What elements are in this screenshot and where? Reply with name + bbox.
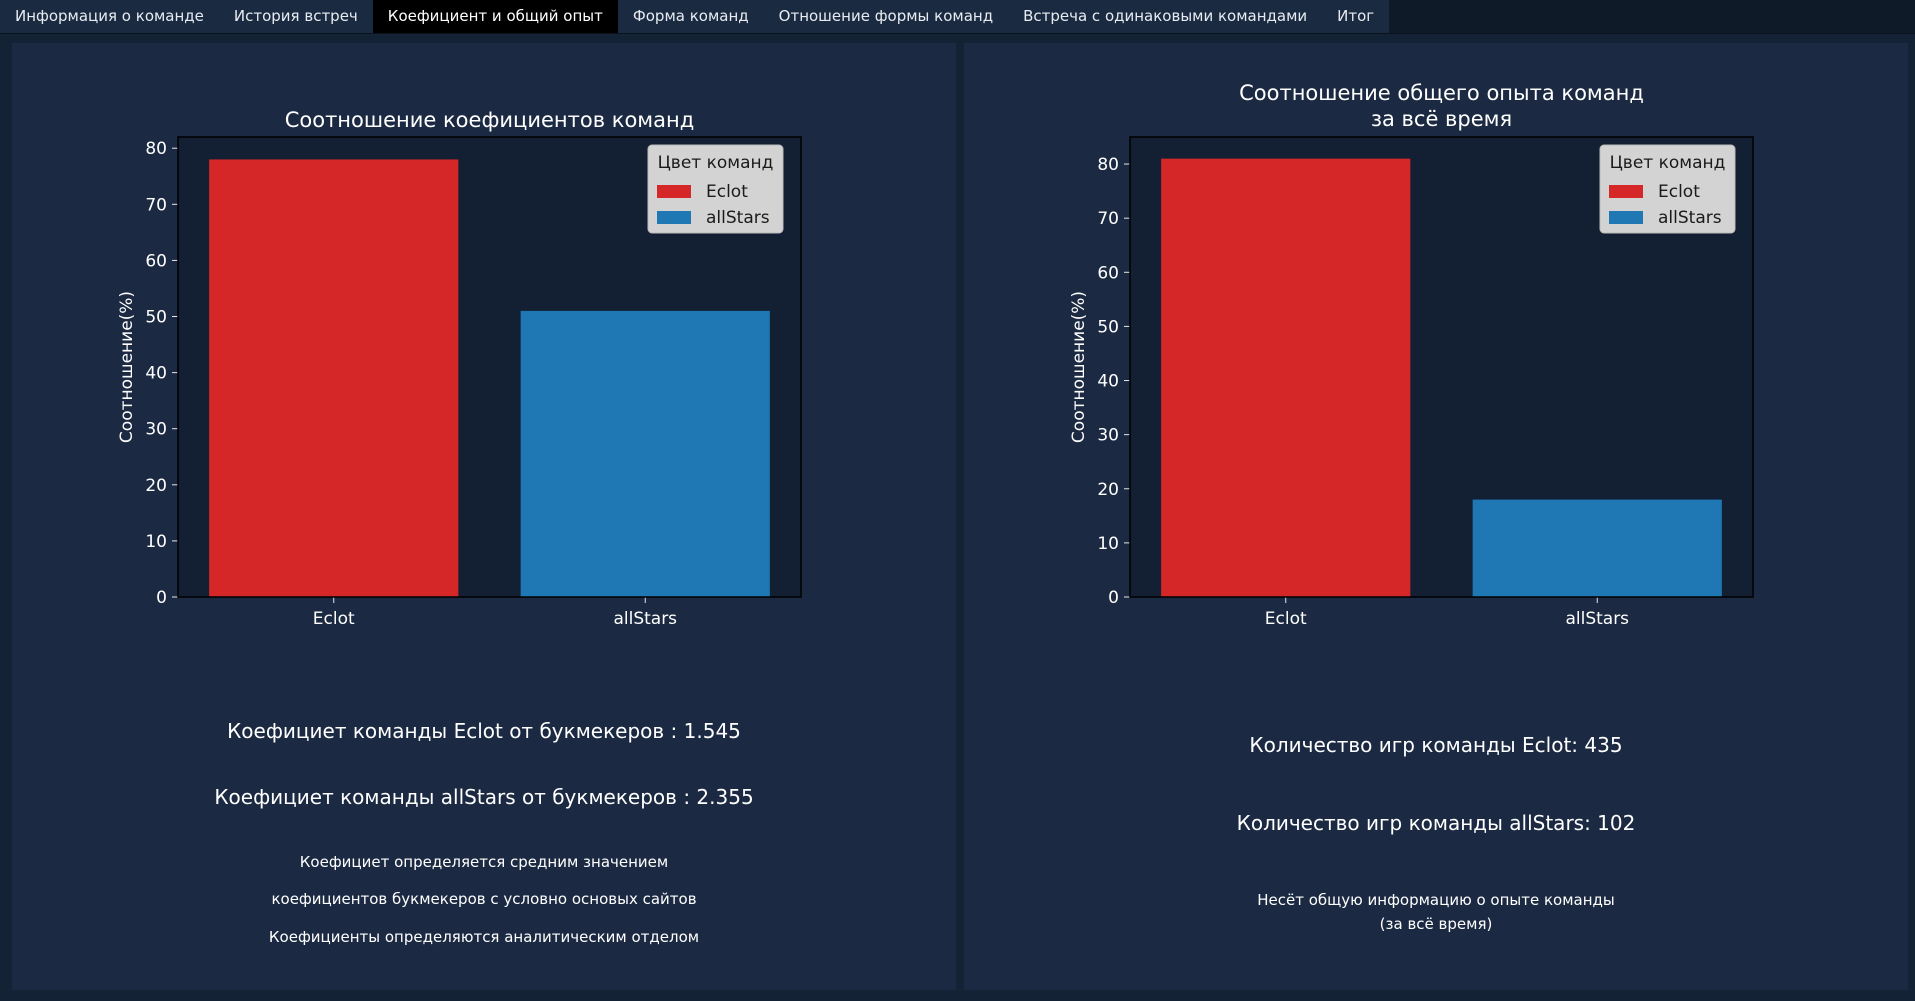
tab-5[interactable]: Отношение формы команд bbox=[778, 7, 994, 25]
bar-allstars bbox=[1472, 499, 1722, 597]
tab-3[interactable]: Коефициент и общий опыт bbox=[372, 0, 618, 33]
bar-eclot bbox=[209, 159, 459, 597]
eclot-coefficient-text: Коефициет команды Eclot от букмекеров : … bbox=[227, 719, 741, 743]
coefficient-note-3: Коефициенты определяются аналитическим о… bbox=[268, 928, 700, 946]
allstars-coefficient-text: Коефициет команды allStars от букмекеров… bbox=[214, 785, 754, 809]
tab-1[interactable]: Информация о команде bbox=[15, 7, 204, 25]
y-tick-label: 20 bbox=[1097, 480, 1119, 500]
y-axis-label: Соотношение(%) bbox=[117, 291, 137, 443]
legend-entry: allStars bbox=[706, 208, 770, 228]
y-tick-label: 50 bbox=[145, 308, 167, 328]
x-tick-label: allStars bbox=[613, 609, 677, 629]
y-axis-label: Соотношение(%) bbox=[1069, 291, 1089, 443]
coefficient-note-2: коефициентов букмекеров с условно основы… bbox=[271, 890, 697, 908]
legend: Цвет команд Eclot allStars bbox=[1599, 144, 1736, 234]
legend-entry: Eclot bbox=[1658, 182, 1700, 202]
y-tick-label: 30 bbox=[145, 420, 167, 440]
y-tick-label: 60 bbox=[145, 251, 167, 271]
legend-title: Цвет команд bbox=[658, 153, 774, 173]
y-tick-label: 60 bbox=[1097, 263, 1119, 283]
y-tick-label: 80 bbox=[1097, 155, 1119, 175]
y-tick-label: 30 bbox=[1097, 426, 1119, 446]
legend-title: Цвет команд bbox=[1610, 153, 1726, 173]
tab-2[interactable]: История встреч bbox=[233, 7, 358, 25]
plot-frame bbox=[1129, 136, 1754, 598]
legend-swatch bbox=[1609, 211, 1643, 224]
x-tick-label: Eclot bbox=[1265, 609, 1307, 629]
coefficient-panel: Соотношение коефициентов команд 0 10 20 30 40… bbox=[12, 43, 956, 990]
x-tick-label: Eclot bbox=[313, 609, 355, 629]
y-tick-label: 80 bbox=[145, 139, 167, 159]
eclot-games-text: Количество игр команды Eclot: 435 bbox=[1249, 733, 1623, 757]
coefficient-note-1: Коефициет определяется средним значением bbox=[299, 853, 669, 871]
y-tick-label: 10 bbox=[1097, 534, 1119, 554]
y-tick-label: 0 bbox=[156, 588, 167, 608]
legend-swatch bbox=[657, 185, 691, 198]
y-tick-label: 40 bbox=[1097, 372, 1119, 392]
tabs: Информация о команде История встреч Коефиц… bbox=[0, 0, 1390, 33]
plot-frame bbox=[177, 136, 802, 598]
legend-swatch bbox=[1609, 185, 1643, 198]
y-tick-label: 50 bbox=[1097, 317, 1119, 337]
tab-6[interactable]: Встреча с одинаковыми командами bbox=[1023, 7, 1308, 25]
experience-note-1: Несёт общую информацию о опыте команды bbox=[1257, 891, 1615, 909]
y-tick-label: 10 bbox=[145, 532, 167, 552]
allstars-games-text: Количество игр команды allStars: 102 bbox=[1236, 811, 1636, 835]
y-tick-label: 0 bbox=[1108, 588, 1119, 608]
y-tick-label: 70 bbox=[1097, 209, 1119, 229]
chart-title: Соотношение общего опыта команд за всё вр… bbox=[1239, 81, 1644, 131]
legend: Цвет команд Eclot allStars bbox=[647, 144, 784, 234]
y-tick-label: 20 bbox=[145, 476, 167, 496]
chart-title: Соотношение коефициентов команд bbox=[285, 108, 695, 132]
experience-chart: Соотношение общего опыта команд за всё вр… bbox=[1069, 81, 1754, 629]
bar-eclot bbox=[1161, 158, 1411, 597]
tab-4[interactable]: Форма команд bbox=[632, 7, 749, 25]
y-tick-label: 40 bbox=[145, 364, 167, 384]
tab-7[interactable]: Итог bbox=[1337, 7, 1375, 25]
coefficient-chart: Соотношение коефициентов команд 0 10 20 30 40… bbox=[117, 108, 802, 629]
experience-panel: Соотношение общего опыта команд за всё вр… bbox=[964, 43, 1908, 990]
tab-bar: Информация о команде История встреч Коефиц… bbox=[0, 0, 1915, 34]
experience-note-2: (за всё время) bbox=[1379, 915, 1493, 933]
legend-swatch bbox=[657, 211, 691, 224]
legend-entry: Eclot bbox=[706, 182, 748, 202]
legend-entry: allStars bbox=[1658, 208, 1722, 228]
y-tick-label: 70 bbox=[145, 195, 167, 215]
x-tick-label: allStars bbox=[1565, 609, 1629, 629]
bar-allstars bbox=[520, 310, 770, 597]
